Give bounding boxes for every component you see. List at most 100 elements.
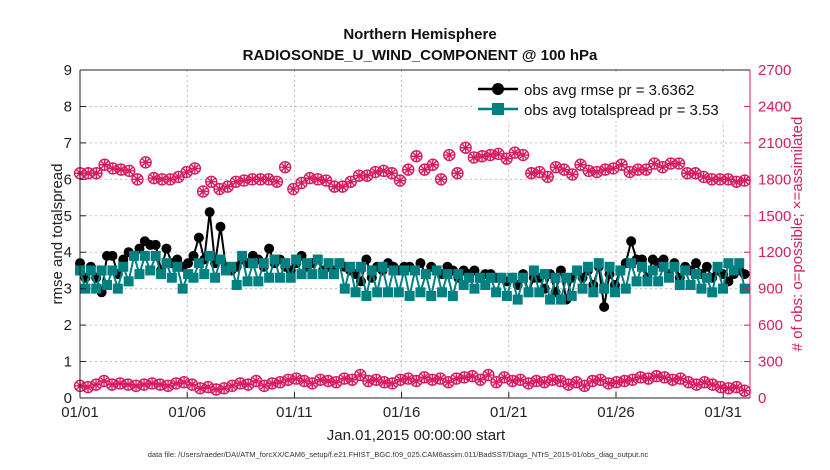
obs-count-lower-assimilated-point <box>715 382 726 393</box>
spread-point <box>345 261 356 272</box>
obs-count-upper-possible-point <box>484 148 497 162</box>
obs-count-upper-assimilated-point <box>673 158 684 169</box>
obs-count-lower-assimilated-point <box>91 379 102 390</box>
spread-point <box>728 265 739 276</box>
spread-point <box>134 269 145 280</box>
obs-count-upper-assimilated-point <box>526 168 537 179</box>
obs-count-lower-assimilated-point <box>227 380 238 391</box>
spread-point <box>383 287 394 298</box>
obs-count-upper-assimilated-point <box>616 159 627 170</box>
obs-count-upper-possible-point <box>287 182 300 196</box>
spread-point <box>636 261 647 272</box>
obs-count-upper-assimilated-point <box>255 174 266 185</box>
legend-spread-marker <box>492 103 504 115</box>
obs-count-upper-possible-point <box>598 163 612 176</box>
spread-point <box>588 287 599 298</box>
obs-count-upper-possible-point <box>402 163 415 176</box>
obs-count-upper-possible-point <box>672 157 686 170</box>
spread-point <box>734 258 745 269</box>
obs-count-lower-assimilated-point <box>491 377 502 388</box>
obs-count-upper-possible-point <box>615 158 628 171</box>
obs-count-upper-assimilated-point <box>559 164 570 175</box>
obs-count-lower-assimilated-point <box>451 373 462 384</box>
rmse-point <box>150 239 161 250</box>
spread-point <box>550 272 561 283</box>
obs-count-upper-assimilated-point <box>370 167 381 178</box>
obs-count-upper-assimilated-point <box>608 163 619 174</box>
spread-point <box>312 254 323 265</box>
obs-count-lower-possible-point <box>145 377 159 390</box>
obs-count-lower-assimilated-point <box>483 369 494 380</box>
obs-count-upper-assimilated-point <box>411 151 422 162</box>
y-right-tick-label: 900 <box>758 281 783 298</box>
obs-count-upper-assimilated-point <box>288 184 299 195</box>
obs-count-upper-assimilated-point <box>337 181 348 192</box>
obs-count-upper-possible-point <box>90 167 103 180</box>
rmse-point <box>264 243 275 254</box>
obs-count-upper-possible-point <box>303 171 316 185</box>
spread-point <box>372 287 383 298</box>
obs-count-upper-assimilated-point <box>148 173 159 184</box>
obs-count-lower-possible-point <box>330 376 343 389</box>
obs-count-upper-assimilated-point <box>436 174 447 185</box>
obs-count-lower-assimilated-point <box>603 378 614 389</box>
obs-count-lower-assimilated-point <box>579 380 590 391</box>
obs-count-lower-assimilated-point <box>371 374 382 385</box>
obs-count-upper-assimilated-point <box>460 142 471 153</box>
obs-count-upper-assimilated-point <box>247 174 258 185</box>
spread-point <box>377 261 388 272</box>
obs-count-upper-possible-point <box>311 173 325 186</box>
obs-count-lower-possible-point <box>354 368 367 382</box>
spread-point <box>469 283 480 294</box>
obs-count-lower-assimilated-point <box>147 378 158 389</box>
obs-count-lower-assimilated-point <box>299 375 310 386</box>
obs-count-lower-assimilated-point <box>595 374 606 385</box>
obs-count-upper-assimilated-point <box>632 164 643 175</box>
obs-count-lower-possible-point <box>97 374 111 388</box>
obs-count-lower-assimilated-point <box>83 382 94 393</box>
spread-point <box>712 261 723 272</box>
obs-count-lower-assimilated-point <box>619 375 630 386</box>
y-left-tick-label: 7 <box>64 135 72 152</box>
obs-count-lower-possible-point <box>722 382 735 395</box>
spread-point <box>112 283 123 294</box>
obs-count-upper-assimilated-point <box>271 176 282 187</box>
spread-point <box>437 287 448 298</box>
obs-count-lower-possible-point <box>458 371 471 384</box>
obs-count-upper-assimilated-point <box>706 174 717 185</box>
obs-count-upper-assimilated-point <box>682 168 693 179</box>
spread-point <box>183 269 194 280</box>
y-right-tick-label: 600 <box>758 317 783 334</box>
y-axis-right-label: # of obs: o=possible; ×=assimilated <box>789 117 806 352</box>
obs-count-lower-possible-point <box>386 377 399 390</box>
obs-count-upper-assimilated-point <box>739 175 750 186</box>
rmse-point <box>215 221 226 232</box>
obs-count-lower-possible-point <box>241 378 255 391</box>
obs-count-upper-assimilated-point <box>395 175 406 186</box>
spread-point <box>431 265 442 276</box>
spread-point <box>231 280 242 291</box>
obs-count-upper-assimilated-point <box>485 150 496 161</box>
spread-point <box>501 290 512 301</box>
data-file-footer: data file: /Users/raeder/DAI/ATM_forcXX/… <box>148 450 649 459</box>
obs-count-upper-assimilated-point <box>403 164 414 175</box>
rmse-point <box>599 301 610 312</box>
spread-point <box>555 294 566 305</box>
spread-point <box>577 283 588 294</box>
obs-count-lower-possible-point <box>105 378 119 391</box>
obs-count-lower-assimilated-point <box>251 375 262 386</box>
obs-count-lower-assimilated-point <box>563 379 574 390</box>
obs-count-upper-assimilated-point <box>99 159 110 170</box>
obs-count-upper-possible-point <box>443 148 456 162</box>
rmse-point <box>193 232 204 243</box>
obs-count-upper-assimilated-point <box>600 164 611 175</box>
obs-count-upper-possible-point <box>278 160 292 174</box>
x-tick-label: 01/06 <box>168 404 206 421</box>
spread-point <box>393 287 404 298</box>
obs-count-upper-assimilated-point <box>353 170 364 181</box>
spread-point <box>328 269 339 280</box>
obs-count-lower-possible-point <box>450 372 463 385</box>
obs-count-upper-possible-point <box>188 162 202 175</box>
obs-count-lower-possible-point <box>265 377 279 390</box>
obs-count-upper-assimilated-point <box>501 153 512 164</box>
